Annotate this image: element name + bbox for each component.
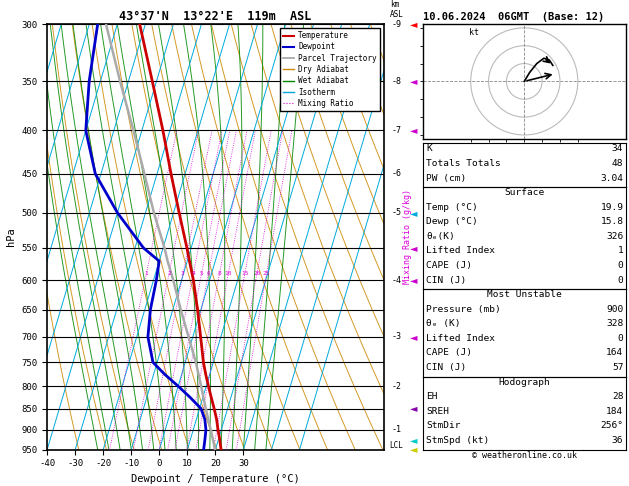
Text: ◄: ◄ xyxy=(410,434,418,445)
Text: ◄: ◄ xyxy=(410,243,418,253)
Text: ◄: ◄ xyxy=(410,76,418,86)
Text: 20: 20 xyxy=(253,271,260,277)
Text: km
ASL: km ASL xyxy=(390,0,404,19)
X-axis label: Dewpoint / Temperature (°C): Dewpoint / Temperature (°C) xyxy=(131,474,300,484)
Text: ◄: ◄ xyxy=(410,19,418,29)
Text: 28: 28 xyxy=(612,392,623,401)
Text: 34: 34 xyxy=(612,144,623,154)
Text: Totals Totals: Totals Totals xyxy=(426,159,501,168)
Text: Lifted Index: Lifted Index xyxy=(426,246,496,256)
Text: -5: -5 xyxy=(392,208,402,217)
Text: ◄: ◄ xyxy=(410,208,418,218)
Text: SREH: SREH xyxy=(426,407,450,416)
Text: Pressure (mb): Pressure (mb) xyxy=(426,305,501,314)
Text: LCL: LCL xyxy=(389,441,403,450)
Text: 900: 900 xyxy=(606,305,623,314)
Text: CAPE (J): CAPE (J) xyxy=(426,261,472,270)
Text: Dewp (°C): Dewp (°C) xyxy=(426,217,478,226)
Text: -3: -3 xyxy=(392,332,402,341)
Text: 256°: 256° xyxy=(600,421,623,431)
Text: 0: 0 xyxy=(618,334,623,343)
Text: 0: 0 xyxy=(618,261,623,270)
Text: 48: 48 xyxy=(612,159,623,168)
Text: 0: 0 xyxy=(618,276,623,285)
Text: 1: 1 xyxy=(618,246,623,256)
Text: -4: -4 xyxy=(392,276,402,284)
Title: 43°37'N  13°22'E  119m  ASL: 43°37'N 13°22'E 119m ASL xyxy=(120,10,311,23)
Text: 326: 326 xyxy=(606,232,623,241)
Text: CIN (J): CIN (J) xyxy=(426,276,467,285)
Text: -1: -1 xyxy=(392,425,402,434)
Text: Temp (°C): Temp (°C) xyxy=(426,203,478,212)
Text: CAPE (J): CAPE (J) xyxy=(426,348,472,358)
Text: PW (cm): PW (cm) xyxy=(426,174,467,183)
Text: ◄: ◄ xyxy=(410,445,418,454)
Text: Most Unstable: Most Unstable xyxy=(487,290,562,299)
Legend: Temperature, Dewpoint, Parcel Trajectory, Dry Adiabat, Wet Adiabat, Isotherm, Mi: Temperature, Dewpoint, Parcel Trajectory… xyxy=(280,28,380,111)
Text: 8: 8 xyxy=(218,271,221,277)
Text: 328: 328 xyxy=(606,319,623,329)
Text: 5: 5 xyxy=(199,271,203,277)
Text: -7: -7 xyxy=(392,126,402,135)
Text: 15: 15 xyxy=(241,271,248,277)
Text: K: K xyxy=(426,144,432,154)
Text: 164: 164 xyxy=(606,348,623,358)
Text: Surface: Surface xyxy=(504,188,544,197)
Text: -8: -8 xyxy=(392,77,402,86)
Text: 15.8: 15.8 xyxy=(600,217,623,226)
Text: 1: 1 xyxy=(145,271,148,277)
Text: Mixing Ratio (g/kg): Mixing Ratio (g/kg) xyxy=(403,190,412,284)
Text: 2: 2 xyxy=(167,271,171,277)
Text: θₑ(K): θₑ(K) xyxy=(426,232,455,241)
Text: 184: 184 xyxy=(606,407,623,416)
Text: StmSpd (kt): StmSpd (kt) xyxy=(426,436,490,445)
Text: 10.06.2024  06GMT  (Base: 12): 10.06.2024 06GMT (Base: 12) xyxy=(423,12,604,22)
Text: Lifted Index: Lifted Index xyxy=(426,334,496,343)
Text: kt: kt xyxy=(469,28,479,37)
Text: ◄: ◄ xyxy=(410,275,418,285)
Text: CIN (J): CIN (J) xyxy=(426,363,467,372)
Text: Hodograph: Hodograph xyxy=(498,378,550,387)
Text: 19.9: 19.9 xyxy=(600,203,623,212)
Text: -6: -6 xyxy=(392,170,402,178)
Text: 4: 4 xyxy=(191,271,195,277)
Text: 36: 36 xyxy=(612,436,623,445)
Text: 3: 3 xyxy=(181,271,185,277)
Text: StmDir: StmDir xyxy=(426,421,461,431)
Text: -9: -9 xyxy=(392,20,402,29)
Text: -2: -2 xyxy=(392,382,402,391)
Text: ◄: ◄ xyxy=(410,403,418,414)
Text: EH: EH xyxy=(426,392,438,401)
Text: 6: 6 xyxy=(206,271,210,277)
Text: 10: 10 xyxy=(225,271,232,277)
Text: ◄: ◄ xyxy=(410,125,418,136)
Text: θₑ (K): θₑ (K) xyxy=(426,319,461,329)
Text: © weatheronline.co.uk: © weatheronline.co.uk xyxy=(472,451,577,460)
Text: 3.04: 3.04 xyxy=(600,174,623,183)
Y-axis label: hPa: hPa xyxy=(6,227,16,246)
Text: 25: 25 xyxy=(263,271,270,277)
Text: ◄: ◄ xyxy=(410,332,418,342)
Text: 57: 57 xyxy=(612,363,623,372)
